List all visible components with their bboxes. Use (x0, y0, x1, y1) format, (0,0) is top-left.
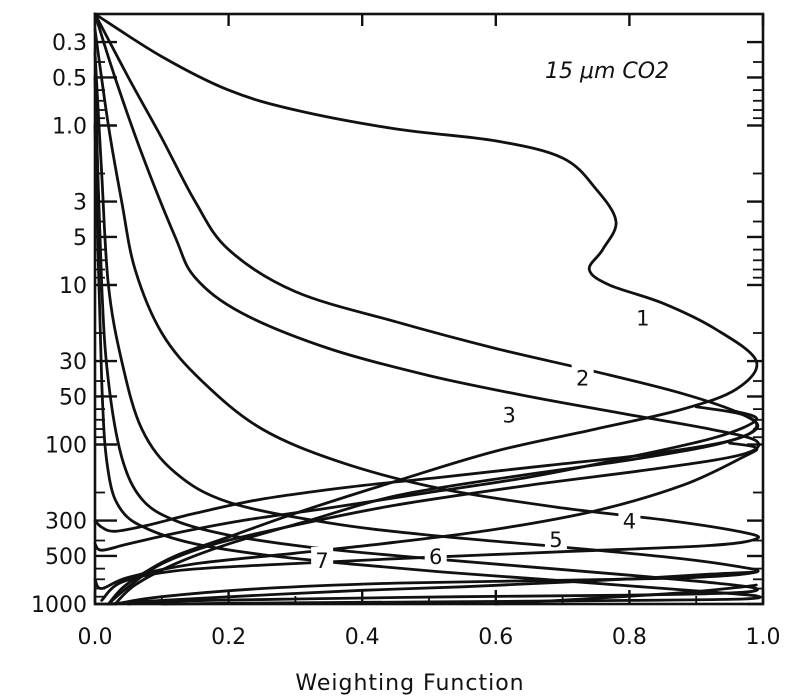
x-tick-label: 1.0 (746, 625, 781, 650)
x-axis-title: Weighting Function (295, 671, 524, 696)
curve-label-2: 2 (576, 366, 589, 390)
weighting-curve-12 (494, 583, 758, 606)
curve-label-5: 5 (549, 528, 562, 552)
weighting-curve-5 (93, 51, 760, 606)
weighting-curve-6 (93, 76, 759, 606)
y-tick-label: 300 (45, 510, 87, 535)
curve-label-3: 3 (502, 404, 515, 428)
weighting-curve-9 (93, 410, 758, 552)
curve-label-bg (631, 304, 654, 329)
y-tick-label: 1.0 (52, 114, 87, 139)
curve-label-bg (544, 525, 567, 550)
y-tick-label: 500 (45, 545, 87, 570)
curve-label-4: 4 (623, 510, 636, 534)
chart-annotation: 15 μm CO2 (545, 59, 669, 84)
weighting-curve-11 (107, 570, 758, 606)
y-tick-label: 5 (73, 226, 87, 251)
x-tick-label: 0.4 (345, 625, 380, 650)
x-tick-label: 0.6 (478, 625, 513, 650)
x-axis-ticks: 0.0 0.2 0.4 0.6 0.8 1.0 (78, 14, 781, 650)
weighting-curve-3 (93, 12, 761, 606)
x-tick-label: 0.2 (211, 625, 246, 650)
curve-label-bg (424, 542, 447, 567)
y-tick-label: 0.5 (52, 66, 87, 91)
y-tick-label: 50 (59, 385, 87, 410)
curve-label-1: 1 (636, 307, 649, 331)
y-tick-label: 10 (59, 274, 87, 299)
y-tick-label: 30 (59, 350, 87, 375)
y-tick-label: 100 (45, 433, 87, 458)
weighting-curve-10 (93, 441, 759, 590)
x-tick-label: 0.8 (612, 625, 647, 650)
weighting-curves (93, 12, 762, 606)
curve-label-bg (618, 507, 641, 532)
curve-label-bg (498, 401, 521, 426)
curve-label-7: 7 (315, 549, 328, 573)
weighting-curve-8 (93, 405, 759, 533)
y-tick-label: 3 (73, 191, 87, 216)
x-tick-label: 0.0 (78, 625, 113, 650)
curve-labels: 1 2 3 4 5 6 7 (311, 304, 654, 573)
y-tick-label: 1000 (31, 593, 87, 618)
weighting-curve-7 (93, 124, 762, 606)
plot-frame (93, 12, 765, 606)
curve-label-bg (311, 547, 334, 572)
curve-label-6: 6 (429, 545, 442, 569)
weighting-curve-1 (93, 12, 759, 606)
weighting-curve-2 (93, 12, 760, 606)
y-tick-label: 0.3 (52, 31, 87, 56)
curve-label-bg (571, 364, 594, 389)
